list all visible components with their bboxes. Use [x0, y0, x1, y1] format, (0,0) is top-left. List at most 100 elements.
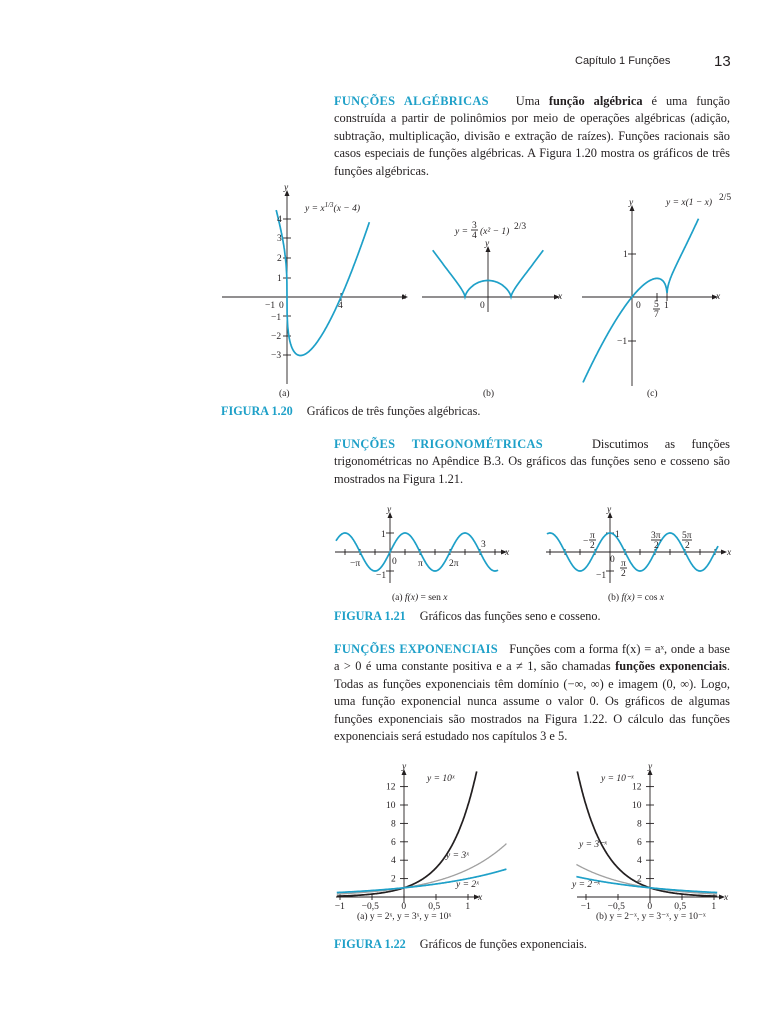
equation-1-20a: y = x1/3(x − 4) [304, 201, 360, 214]
equation-1-20b-frac-den: 4 [472, 231, 477, 241]
tick-y-m2: −2 [271, 332, 281, 342]
curve-sine [335, 532, 499, 572]
axis-label-x: x [504, 548, 510, 558]
heading-algebraic-functions: FUNÇÕES ALGÉBRICAS [334, 94, 489, 108]
subcaption-1-20c: (c) [647, 388, 658, 399]
heading-exponential-functions: FUNÇÕES EXPONENCIAIS [334, 642, 498, 656]
heading-trig-functions: FUNÇÕES TRIGONOMÉTRICAS [334, 437, 543, 451]
caption-text: Gráficos das funções seno e cosseno. [419, 609, 601, 623]
curve-three-quarters-x2-minus-1 [432, 249, 544, 301]
axis-label-y: y [401, 762, 407, 772]
curve-cosine [546, 532, 719, 572]
y-axis-arrow [647, 769, 653, 775]
y-tick-label: 6 [391, 838, 396, 848]
axis-label-y: y [283, 183, 289, 193]
tick-x-3pi2-den: 2 [654, 541, 659, 551]
text-fragment: Funções com a forma f(x) = aˣ, onde a ba… [334, 642, 730, 674]
tick-x-pi: π [418, 559, 423, 569]
subcaption-1-21a: (a) f(x) = sen x [392, 592, 448, 603]
x-tick-label: 1 [711, 902, 716, 912]
axis-label-y: y [647, 762, 653, 772]
tick-y-2: 2 [277, 254, 282, 264]
tick-x-mpi: −π [350, 559, 360, 569]
tick-y-m1: −1 [596, 571, 606, 581]
axes-1-22a [336, 769, 480, 903]
tick-y-m1: −1 [617, 337, 627, 347]
curve-x13-x-minus-4 [275, 209, 371, 357]
tick-x-0: 0 [392, 557, 397, 567]
subcaption-1-22a: (a) y = 2ˣ, y = 3ˣ, y = 10ˣ [357, 911, 451, 922]
y-tick-label: 2 [637, 875, 642, 885]
x-tick-label: −1 [581, 902, 591, 912]
text-fragment: Discutimos as funções trigonométricas no… [334, 437, 730, 486]
x-tick-label: 1 [465, 902, 470, 912]
tick-x-0: 0 [610, 555, 615, 565]
label-3x: y = 3ˣ [445, 851, 469, 861]
term-algebraic-function: função algébrica [548, 94, 643, 108]
label-10x: y = 10ˣ [426, 774, 455, 784]
caption-figure-1-20: FIGURA 1.20 Gráficos de três funções algé… [221, 404, 480, 419]
equation-1-20b-frac-num: 3 [472, 221, 477, 231]
y-tick-label: 2 [391, 875, 396, 885]
text-fragment: . Todas as funções exponenciais têm domí… [334, 659, 730, 744]
curve-3-pow-x [336, 843, 507, 895]
y-axis-arrow [401, 769, 407, 775]
x-axis-arrow [719, 894, 725, 900]
x-tick-label: 0,5 [428, 902, 440, 912]
axis-label-x: x [715, 292, 721, 302]
subcaption-1-20b: (b) [483, 388, 494, 399]
x-axis-arrow [474, 894, 480, 900]
origin-label: 0 [480, 301, 485, 311]
label-2x: y = 2ˣ [455, 880, 479, 890]
y-tick-label: 4 [637, 856, 642, 866]
y-tick-label: 12 [386, 783, 396, 793]
curve-x-1-minus-x-2-5 [582, 218, 700, 383]
tick-x-mpi2-sign: − [583, 537, 588, 547]
paragraph-trig-functions: FUNÇÕES TRIGONOMÉTRICAS Discutimos as fu… [334, 436, 730, 488]
caption-figure-1-21: FIGURA 1.21 Gráficos das funções seno e c… [334, 609, 601, 624]
running-header-chapter: Capítulo 1 Funções [575, 55, 671, 67]
x-tick-label: −1 [335, 902, 345, 912]
subcaption-1-22b: (b) y = 2⁻ˣ, y = 3⁻ˣ, y = 10⁻ˣ [596, 911, 706, 922]
caption-text: Gráficos de três funções algébricas. [306, 404, 481, 418]
equation-1-20c-exp: 2/5 [719, 193, 731, 203]
tick-y-1: 1 [277, 274, 282, 284]
x-tick-label: −0,5 [362, 902, 379, 912]
axis-label-y: y [484, 239, 490, 249]
tick-y-1: 1 [623, 250, 628, 260]
figure-label: FIGURA 1.21 [334, 609, 406, 623]
axis-label-x: x [401, 292, 407, 302]
text-fragment: Uma [515, 94, 549, 108]
tick-x-pi2-num: π [621, 559, 626, 569]
tick-y-1: 1 [615, 530, 620, 540]
tick-x-mpi2-num: π [590, 531, 595, 541]
tick-x-mpi2-den: 2 [590, 541, 595, 551]
caption-text: Gráficos de funções exponenciais. [419, 937, 587, 951]
tick-x-3: 3 [481, 540, 486, 550]
y-tick-label: 10 [386, 801, 396, 811]
axes-1-22b [577, 769, 725, 903]
tick-labels-1-22a: 12 10 8 6 4 2 −1 −0,5 0 0,5 1 [335, 783, 471, 912]
text-fragment: é uma função construída a partir de poli… [334, 94, 730, 178]
axes-1-20a [222, 190, 408, 384]
y-tick-label: 6 [637, 838, 642, 848]
paragraph-exponential-functions: FUNÇÕES EXPONENCIAIS Funções com a forma… [334, 641, 730, 745]
tick-x-2pi: 2π [449, 559, 459, 569]
y-tick-label: 4 [391, 856, 396, 866]
equation-1-20c: y = x(1 − x) [665, 197, 712, 208]
y-tick-label: 12 [632, 783, 642, 793]
label-2-mx: y = 2⁻ˣ [571, 880, 600, 890]
tick-y-4: 4 [277, 215, 282, 225]
axis-label-x: x [723, 893, 729, 903]
tick-y-m1: −1 [376, 571, 386, 581]
equation-1-20b-lhs: y = [454, 227, 468, 237]
axes-1-20b [422, 246, 560, 312]
tick-y-m3: −3 [271, 351, 281, 361]
caption-figure-1-22: FIGURA 1.22 Gráficos de funções exponenci… [334, 937, 587, 952]
axis-label-x: x [726, 548, 732, 558]
